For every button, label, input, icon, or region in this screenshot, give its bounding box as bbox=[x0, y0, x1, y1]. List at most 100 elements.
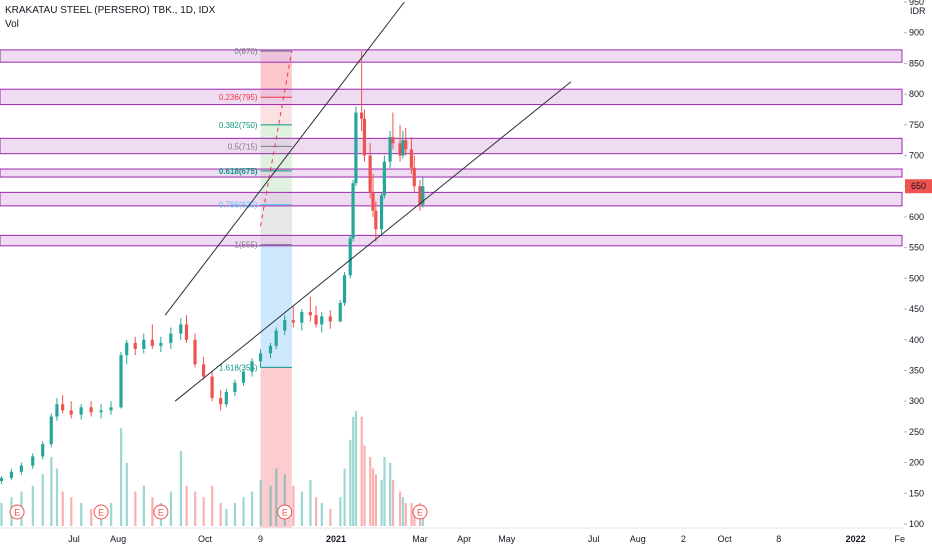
candle-body bbox=[9, 471, 13, 478]
price-axis-label: 700 bbox=[909, 151, 924, 161]
candle-body bbox=[360, 112, 364, 119]
volume-bar bbox=[233, 503, 237, 526]
earnings-marker bbox=[93, 504, 109, 520]
fib-level-label: 1(555) bbox=[234, 241, 257, 250]
price-axis-label: 550 bbox=[909, 243, 924, 253]
volume-bar bbox=[169, 491, 173, 526]
volume-bar bbox=[300, 491, 304, 526]
price-axis-label: 250 bbox=[909, 427, 924, 437]
earnings-marker-label: E bbox=[158, 508, 164, 518]
candle-body bbox=[418, 186, 422, 205]
time-axis-label: 9 bbox=[258, 534, 263, 544]
candle-body bbox=[391, 137, 395, 144]
trendline bbox=[260, 51, 293, 227]
candle-body bbox=[159, 342, 163, 346]
price-axis-label: 450 bbox=[909, 304, 924, 314]
volume-bar bbox=[413, 508, 416, 526]
candle-body bbox=[49, 416, 53, 445]
last-price-marker bbox=[905, 179, 932, 194]
candle-body bbox=[119, 355, 123, 408]
time-axis-label: Jul bbox=[588, 534, 600, 544]
candle-body bbox=[150, 339, 154, 346]
candle-body bbox=[233, 382, 237, 392]
volume-bar bbox=[391, 480, 395, 526]
fib-level-label: 0(870) bbox=[234, 47, 257, 56]
candle-body bbox=[351, 183, 355, 239]
volume-bar bbox=[343, 468, 346, 526]
time-axis-label: Fe bbox=[894, 534, 905, 544]
candle-body bbox=[320, 316, 324, 325]
price-axis-label: 850 bbox=[909, 58, 924, 68]
candle-body bbox=[314, 315, 318, 325]
candle-body bbox=[258, 353, 263, 362]
volume-bar bbox=[211, 485, 214, 526]
volume-bar bbox=[292, 485, 295, 526]
volume-bar bbox=[110, 503, 113, 526]
volume-bar bbox=[259, 480, 262, 526]
volume-bar bbox=[151, 497, 154, 526]
time-axis-label: Aug bbox=[630, 534, 646, 544]
volume-bar bbox=[339, 497, 342, 526]
volume-bar bbox=[185, 485, 188, 526]
fib-level-label: 0.786(620) bbox=[219, 201, 258, 210]
candle-body bbox=[362, 118, 367, 156]
price-axis-label: 600 bbox=[909, 212, 924, 222]
price-axis-label: 300 bbox=[909, 396, 924, 406]
volume-bar bbox=[61, 491, 64, 526]
time-axis-label: Mar bbox=[412, 534, 428, 544]
volume-bar bbox=[0, 503, 3, 526]
volume-bar bbox=[125, 462, 128, 526]
price-axis-label: 500 bbox=[909, 273, 924, 283]
candle-body bbox=[371, 192, 375, 211]
volume-bar bbox=[360, 416, 363, 526]
candle-body bbox=[308, 312, 312, 316]
candle-body bbox=[388, 137, 392, 162]
volume-bar bbox=[142, 485, 145, 526]
time-axis-label: 2021 bbox=[326, 534, 346, 544]
volume-bar bbox=[269, 485, 272, 526]
candle-body bbox=[348, 238, 352, 276]
earnings-marker bbox=[9, 504, 25, 520]
candle-body bbox=[374, 210, 378, 230]
support-resistance-zone bbox=[0, 191, 903, 207]
candle-body bbox=[41, 444, 45, 457]
candle-body bbox=[193, 339, 197, 365]
candle-body bbox=[300, 312, 304, 323]
trendline bbox=[164, 1, 405, 316]
volume-bar bbox=[250, 491, 254, 526]
candle-body bbox=[69, 410, 73, 415]
volume-bar bbox=[309, 480, 312, 526]
trendline bbox=[174, 81, 572, 402]
volume-bar bbox=[70, 497, 73, 526]
volume-bar bbox=[219, 503, 222, 526]
time-axis-label: May bbox=[498, 534, 516, 544]
candle-body bbox=[354, 112, 358, 184]
volume-bar bbox=[194, 491, 197, 526]
fib-band bbox=[260, 367, 292, 528]
earnings-marker-label: E bbox=[282, 508, 288, 518]
candle-body bbox=[409, 149, 414, 168]
volume-bar bbox=[55, 468, 59, 526]
candle-body bbox=[19, 465, 23, 472]
volume-bar bbox=[410, 503, 413, 526]
time-axis-label: Aug bbox=[110, 534, 126, 544]
candle-body bbox=[99, 410, 103, 413]
earnings-marker-label: E bbox=[14, 508, 20, 518]
volume-bar bbox=[120, 428, 123, 526]
volume-bar bbox=[283, 474, 286, 526]
volume-indicator-label: Vol bbox=[5, 19, 19, 30]
candle-body bbox=[201, 364, 206, 377]
fib-level-label: 0.236(795) bbox=[219, 93, 258, 102]
candle-body bbox=[382, 161, 386, 196]
candle-body bbox=[401, 140, 405, 156]
volume-bar bbox=[354, 411, 358, 526]
candle-body bbox=[342, 275, 347, 303]
price-axis-label: 800 bbox=[909, 89, 924, 99]
volume-bar bbox=[380, 480, 383, 526]
volume-bar bbox=[41, 474, 44, 526]
candle-body bbox=[398, 143, 402, 156]
price-axis-label: 750 bbox=[909, 120, 924, 130]
candle-body bbox=[179, 324, 183, 334]
